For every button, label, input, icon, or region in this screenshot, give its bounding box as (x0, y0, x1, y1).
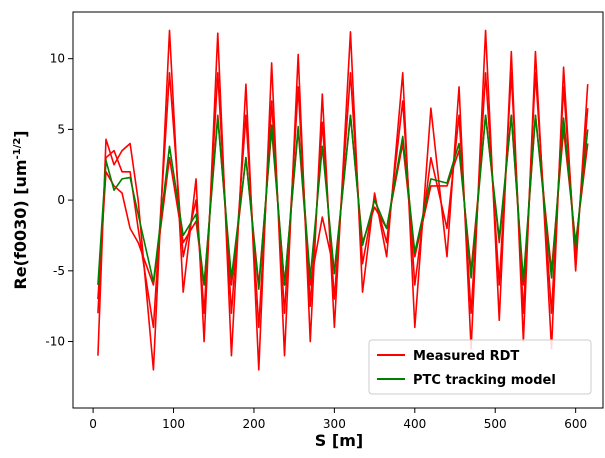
legend-label: Measured RDT (413, 349, 519, 364)
y-tick-label: 10 (50, 52, 65, 66)
plot-frame (72, 11, 604, 409)
y-tick-label: 0 (57, 193, 65, 207)
x-tick-label: 500 (484, 417, 507, 431)
x-tick-label: 300 (323, 417, 346, 431)
y-tick-label: 5 (57, 122, 65, 136)
x-tick-label: 600 (564, 417, 587, 431)
y-axis-label-end: ] (11, 130, 30, 137)
x-tick-label: 200 (243, 417, 266, 431)
legend-box (368, 339, 592, 395)
legend-label: PTC tracking model (413, 373, 556, 388)
y-axis-label: Re(f0030) [um-1/2] (11, 130, 30, 289)
x-tick-label: 400 (403, 417, 426, 431)
x-axis-label: S [m] (315, 431, 363, 450)
x-tick-label: 0 (89, 417, 97, 431)
y-tick-label: -5 (53, 264, 65, 278)
x-tick-label: 100 (162, 417, 185, 431)
y-axis-label-main: Re(f0030) [um (11, 159, 30, 289)
y-tick-label: -10 (45, 335, 65, 349)
line (97, 114, 589, 291)
line (97, 29, 589, 371)
y-axis-label-sup: -1/2 (12, 138, 23, 160)
